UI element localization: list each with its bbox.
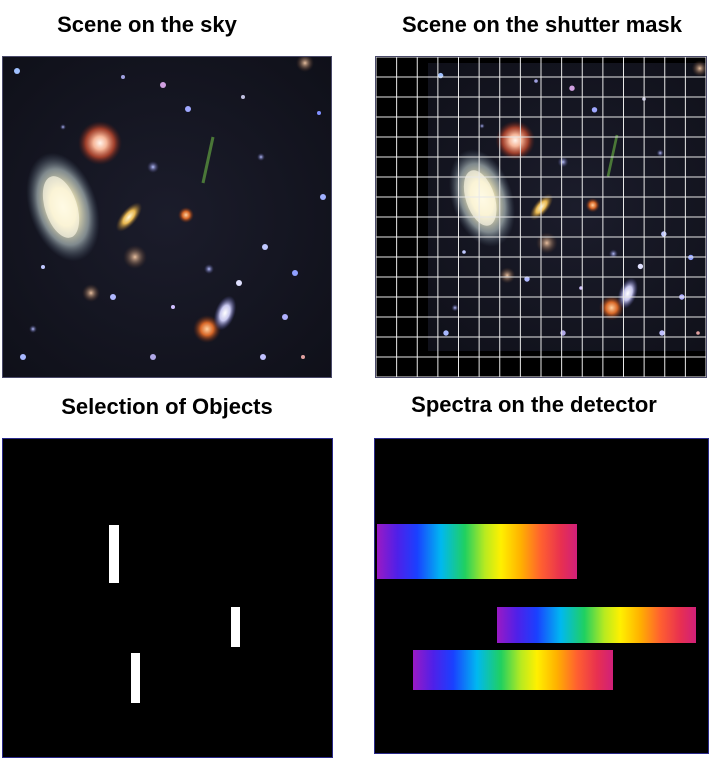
title-spectra-on-detector: Spectra on the detector [374,392,694,418]
sky-scene-image [2,56,332,378]
spectrum-1 [377,524,577,579]
slit-1 [109,525,119,583]
detector-panel [374,438,709,754]
slit-3 [131,653,140,703]
spectrum-2 [497,607,696,643]
title-scene-on-sky: Scene on the sky [2,12,292,38]
sky-scene-drawing [3,57,331,377]
title-scene-on-shutter-mask: Scene on the shutter mask [370,12,714,38]
detector-drawing [375,439,708,753]
shutter-mask-image [375,56,707,378]
slit-2 [231,607,240,647]
selection-drawing [3,439,332,757]
shutter-mask-drawing [376,57,706,377]
spectrum-3 [413,650,613,690]
title-selection-of-objects: Selection of Objects [2,394,332,420]
selection-panel [2,438,333,758]
